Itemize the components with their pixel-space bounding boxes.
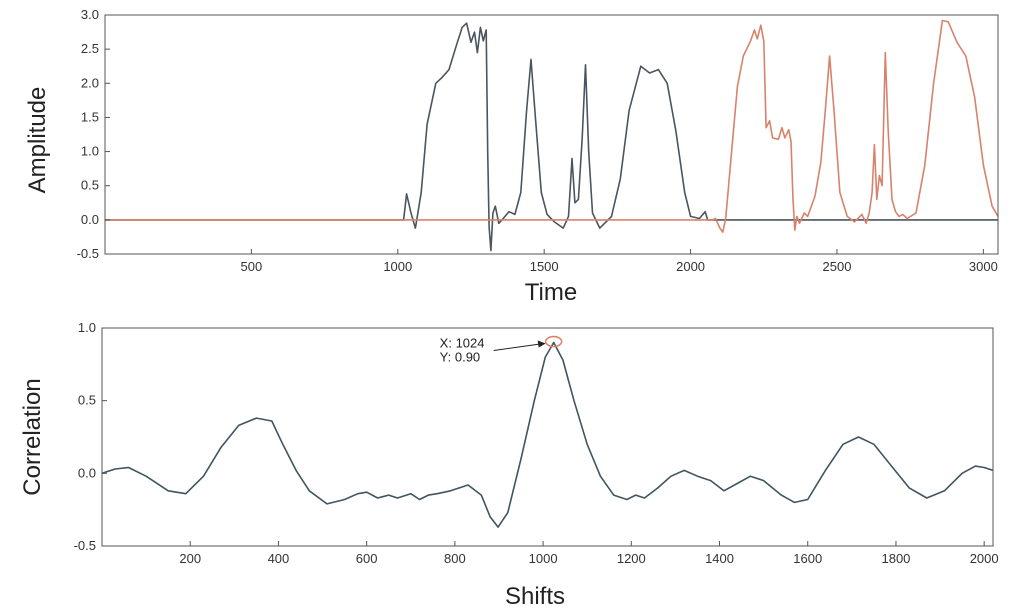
- peak-arrow: [493, 343, 544, 352]
- amplitude-tick-group: 500 1000 1500 2000 2500 3000 -0.5 0.0 0.5 1.0 1.5 2…: [77, 7, 998, 274]
- amplitude-plot-frame: [104, 14, 999, 255]
- peak-y-label: Y: 0.90: [440, 350, 480, 365]
- correlation-plot: 200 400 600 800 1000 1200 1400 1600 1800 2000 -0.5…: [19, 320, 999, 610]
- correlation-x-tick-label: 600: [356, 551, 378, 566]
- correlation-x-axis-label: Shifts: [505, 583, 565, 610]
- amplitude-y-tick-label: 0.5: [81, 178, 99, 193]
- amplitude-y-tick-label: 3.0: [81, 7, 99, 22]
- amplitude-series-group: [105, 19, 999, 252]
- correlation-series-1-line: [101, 341, 994, 528]
- peak-annotation: X: 1024 Y: 0.90: [440, 335, 563, 365]
- correlation-x-tick-label: 1600: [793, 551, 822, 566]
- amplitude-y-tick-label: 1.5: [81, 109, 99, 124]
- amplitude-x-tick-label: 1000: [383, 259, 412, 274]
- amplitude-y-tick-label: -0.5: [77, 246, 99, 261]
- correlation-x-tick-label: 1000: [529, 551, 558, 566]
- amplitude-y-tick-label: 2.5: [81, 41, 99, 56]
- amplitude-y-tick-label: 2.0: [81, 75, 99, 90]
- amplitude-plot: 500 1000 1500 2000 2500 3000 -0.5 0.0 0.5 1.0 1.5 2…: [24, 7, 999, 306]
- correlation-x-tick-label: 400: [268, 551, 290, 566]
- correlation-plot-frame: [101, 327, 994, 547]
- correlation-x-tick-label: 1200: [617, 551, 646, 566]
- correlation-y-tick-label: 0.0: [78, 465, 96, 480]
- correlation-y-tick-label: -0.5: [74, 538, 96, 553]
- correlation-x-tick-label: 1800: [881, 551, 910, 566]
- peak-arrowhead: [537, 340, 546, 348]
- amplitude-x-tick-label: 2500: [823, 259, 852, 274]
- amplitude-y-axis-label: Amplitude: [24, 87, 51, 194]
- correlation-y-axis-label: Correlation: [19, 378, 46, 495]
- correlation-x-tick-label: 2000: [970, 551, 999, 566]
- correlation-tick-group: 200 400 600 800 1000 1200 1400 1600 1800 2000 -0.5…: [74, 320, 999, 566]
- peak-marker: [544, 335, 563, 348]
- amplitude-x-axis-label: Time: [525, 279, 577, 306]
- amplitude-x-tick-label: 500: [241, 259, 263, 274]
- correlation-x-tick-label: 1400: [705, 551, 734, 566]
- amplitude-x-tick-label: 1500: [530, 259, 559, 274]
- amplitude-series-1-line: [105, 22, 998, 252]
- peak-x-label: X: 1024: [440, 336, 485, 351]
- amplitude-x-tick-label: 3000: [969, 259, 998, 274]
- amplitude-series-2-line: [105, 19, 999, 233]
- amplitude-x-tick-label: 2000: [676, 259, 705, 274]
- amplitude-y-tick-label: 0.0: [81, 212, 99, 227]
- amplitude-y-tick-label: 1.0: [81, 144, 99, 159]
- correlation-y-tick-label: 1.0: [78, 320, 96, 335]
- correlation-x-tick-label: 800: [444, 551, 466, 566]
- correlation-series-group: [101, 341, 994, 528]
- correlation-x-tick-label: 200: [179, 551, 201, 566]
- correlation-y-tick-label: 0.5: [78, 393, 96, 408]
